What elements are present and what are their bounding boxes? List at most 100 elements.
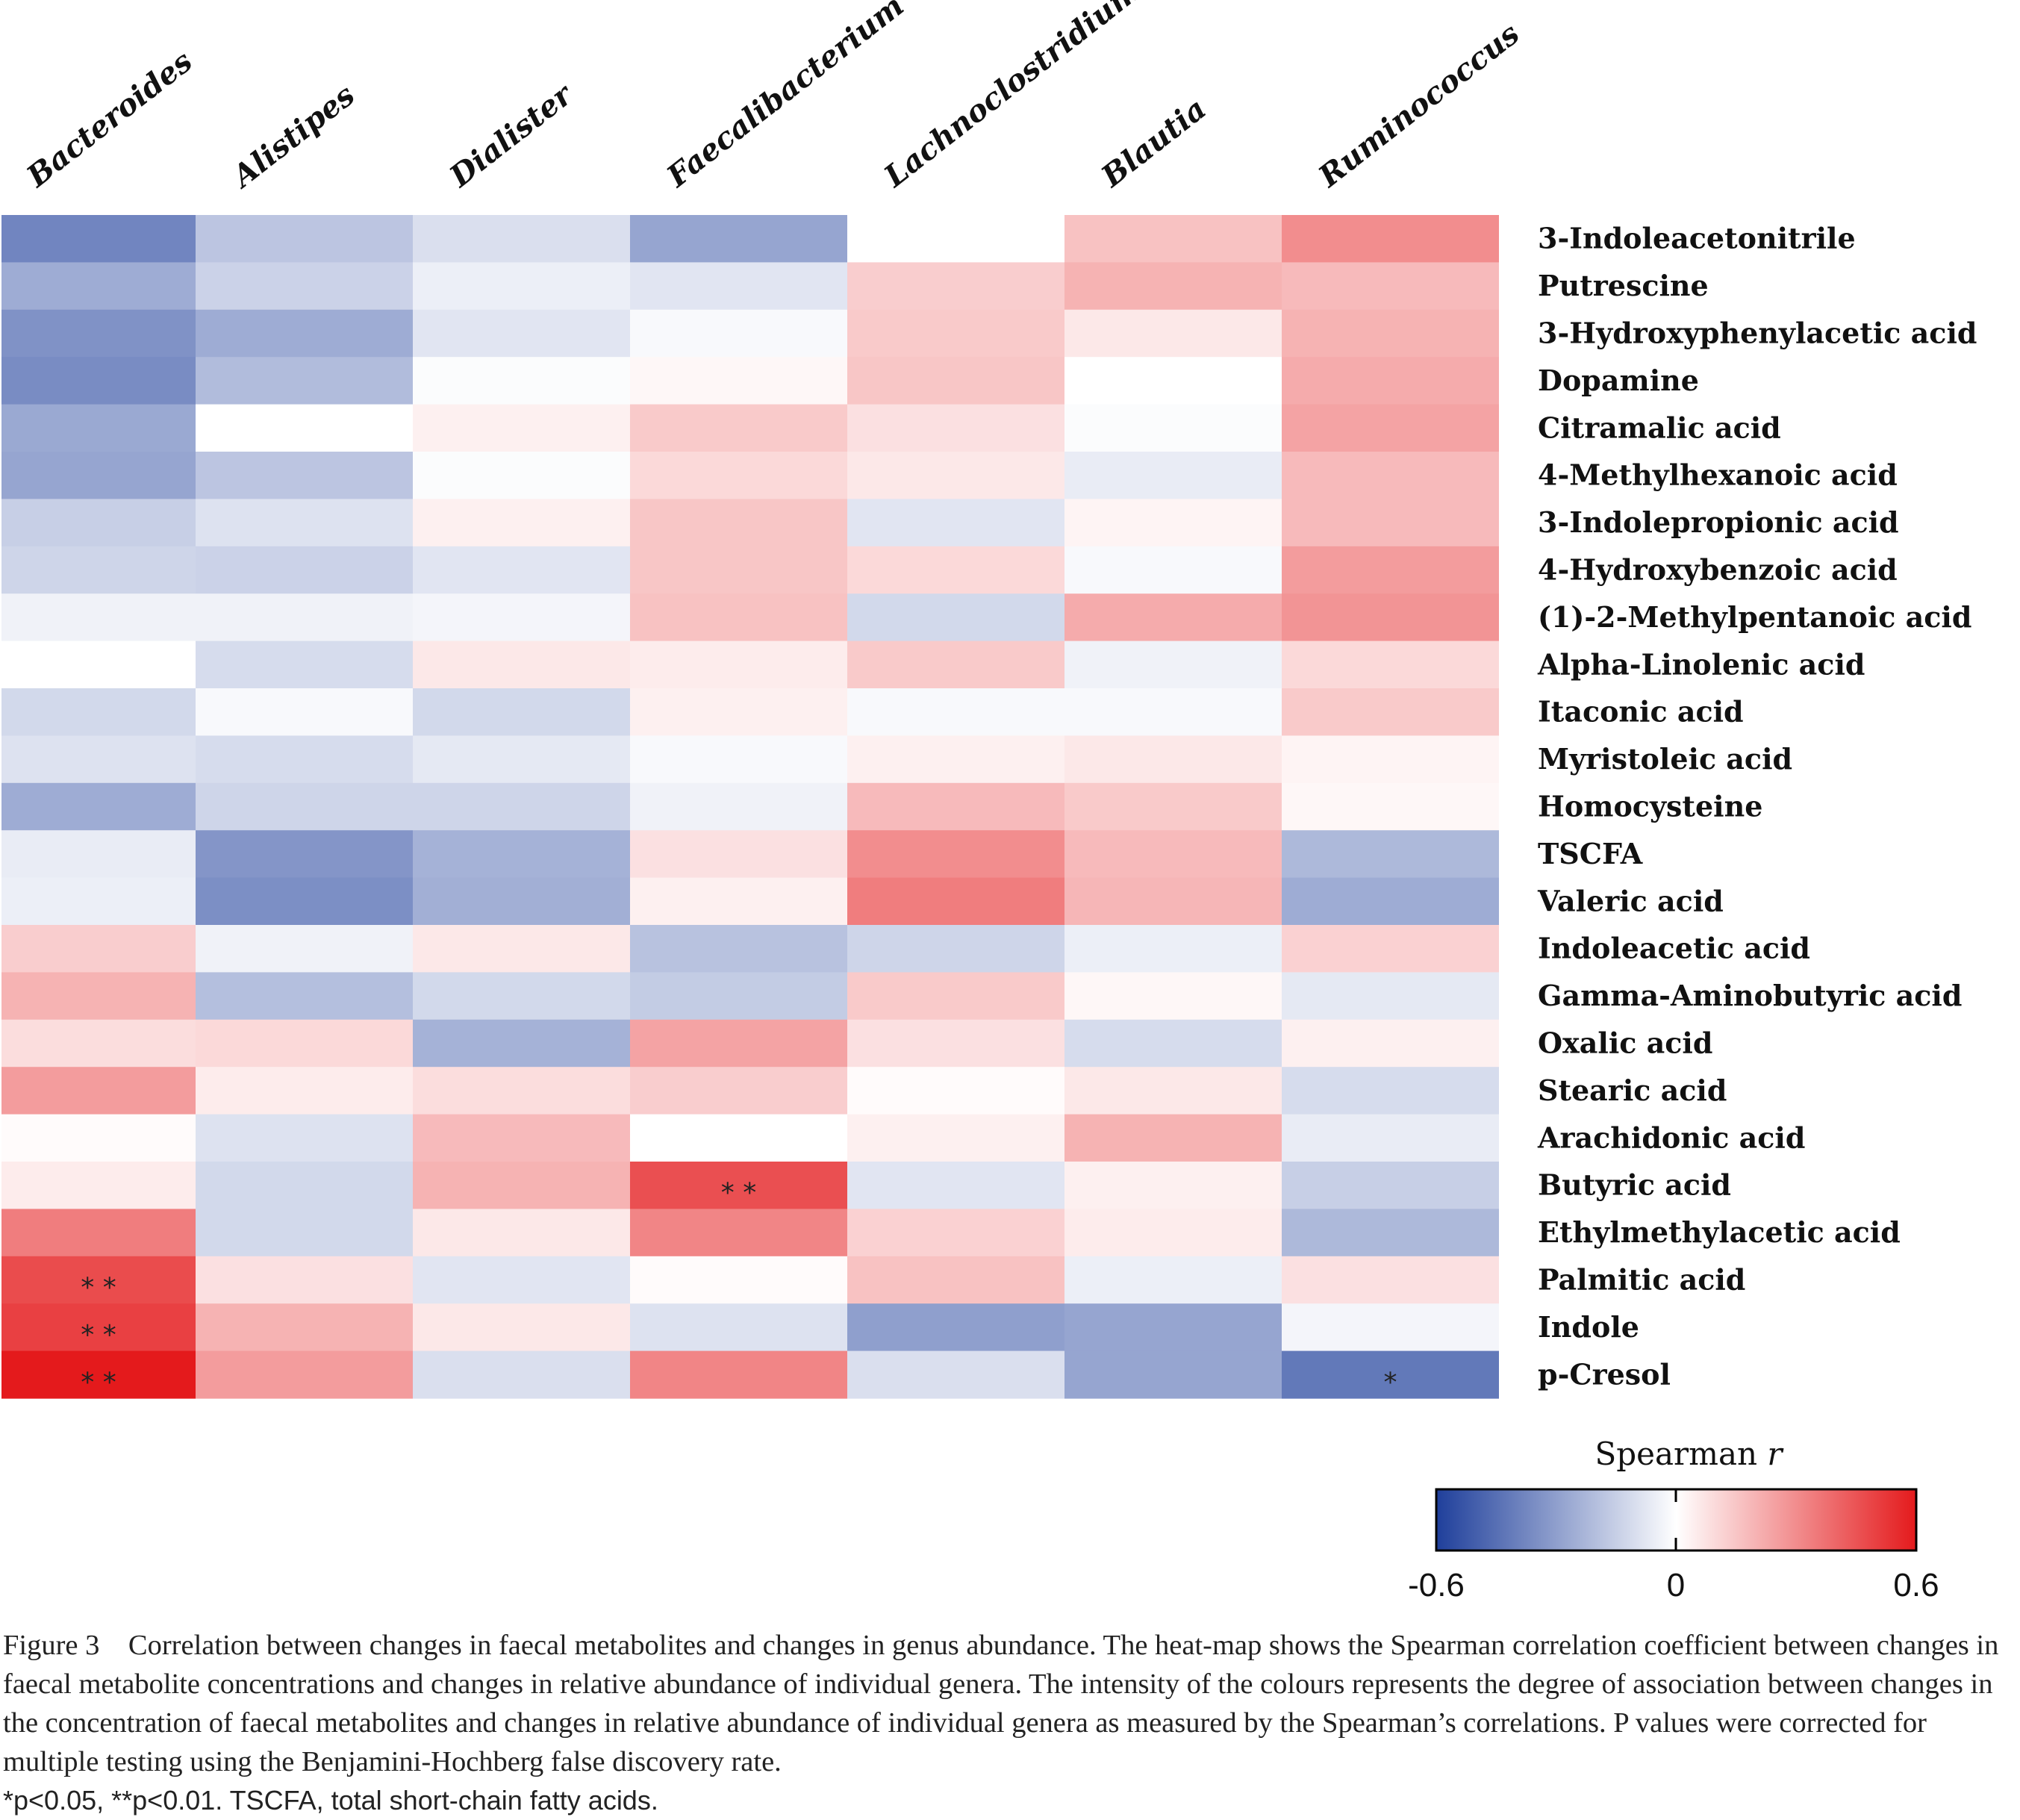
- heatmap-cell-putrescine-lachnoclostridium: [847, 262, 1064, 311]
- row-label-3-hydroxyphenylacetic-acid: 3-Hydroxyphenylacetic acid: [1538, 317, 1977, 350]
- heatmap-cell-oxalic-acid-alistipes: [196, 1019, 413, 1068]
- heatmap-cell-putrescine-bacteroides: [1, 262, 196, 311]
- heatmap-cell-itaconic-acid-dialister: [413, 688, 630, 736]
- heatmap-cell-butyric-acid-dialister: [413, 1162, 630, 1209]
- heatmap-cell-gamma-aminobutyric-acid-faecalibacterium: [630, 972, 847, 1020]
- colorbar-title: Spearman r: [1595, 1436, 1785, 1472]
- heatmap-cell-4-hydroxybenzoic-acid-faecalibacterium: [630, 546, 847, 594]
- heatmap-cell-citramalic-acid-alistipes: [196, 404, 413, 452]
- significance-mark-palmitic-acid-bacteroides: * *: [81, 1273, 116, 1303]
- heatmap-cell-p-cresol-lachnoclostridium: [847, 1350, 1064, 1399]
- heatmap-cell-homocysteine-alistipes: [196, 782, 413, 831]
- row-labels: 3-Indoleacetonitrile Putrescine 3-Hydroxyp…: [1537, 222, 1977, 1392]
- heatmap-cell-valeric-acid-faecalibacterium: [630, 877, 847, 926]
- column-label-alistipes: Alistipes: [224, 78, 362, 196]
- row-label-homocysteine: Homocysteine: [1538, 790, 1762, 823]
- heatmap-cell-gamma-aminobutyric-acid-alistipes: [196, 972, 413, 1020]
- heatmap-cell-3-indolepropionic-acid-faecalibacterium: [630, 499, 847, 547]
- heatmap-cell-myristoleic-acid-ruminococcus: [1282, 735, 1499, 784]
- heatmap-cell-putrescine-ruminococcus: [1282, 262, 1499, 311]
- heatmap-cell-arachidonic-acid-ruminococcus: [1282, 1114, 1499, 1162]
- heatmap-cell-homocysteine-bacteroides: [1, 782, 196, 831]
- heatmap-cell-itaconic-acid-alistipes: [196, 688, 413, 736]
- heatmap-cell-itaconic-acid-blautia: [1064, 688, 1282, 736]
- row-label-alpha-linolenic-acid: Alpha-Linolenic acid: [1537, 647, 1865, 681]
- heatmap-cell-4-methylhexanoic-acid-faecalibacterium: [630, 452, 847, 499]
- heatmap-cell-oxalic-acid-faecalibacterium: [630, 1019, 847, 1068]
- heatmap-cell-3-hydroxyphenylacetic-acid-blautia: [1064, 309, 1282, 358]
- heatmap-cell-tscfa-lachnoclostridium: [847, 830, 1064, 879]
- column-label-dialister: Dialister: [443, 76, 581, 195]
- heatmap-cell-ethylmethylacetic-acid-lachnoclostridium: [847, 1209, 1064, 1257]
- heatmap-cell-indoleacetic-acid-dialister: [413, 925, 630, 973]
- heatmap-cell-4-methylhexanoic-acid-alistipes: [196, 452, 413, 499]
- heatmap-cell-putrescine-alistipes: [196, 262, 413, 311]
- heatmap-cell-homocysteine-blautia: [1064, 782, 1282, 831]
- heatmap-cell-3-hydroxyphenylacetic-acid-lachnoclostridium: [847, 309, 1064, 358]
- heatmap-cell-tscfa-ruminococcus: [1282, 830, 1499, 879]
- heatmap-cell-itaconic-acid-ruminococcus: [1282, 688, 1499, 736]
- heatmap-cell-palmitic-acid-faecalibacterium: [630, 1256, 847, 1304]
- heatmap-cell-stearic-acid-alistipes: [196, 1067, 413, 1115]
- row-label-indoleacetic-acid: Indoleacetic acid: [1538, 932, 1810, 965]
- heatmap-cell-myristoleic-acid-dialister: [413, 735, 630, 784]
- heatmap-cell-itaconic-acid-faecalibacterium: [630, 688, 847, 736]
- heatmap-cell-myristoleic-acid-faecalibacterium: [630, 735, 847, 784]
- row-label-arachidonic-acid: Arachidonic acid: [1537, 1121, 1805, 1154]
- heatmap-cell-3-indoleacetonitrile-faecalibacterium: [630, 215, 847, 263]
- significance-mark-butyric-acid-faecalibacterium: * *: [721, 1178, 756, 1209]
- heatmap-cell-alpha-linolenic-acid-dialister: [413, 641, 630, 689]
- figure-caption: Figure 3 Correlation between changes in …: [3, 1626, 2016, 1820]
- heatmap-cell-butyric-acid-bacteroides: [1, 1162, 196, 1209]
- heatmap-cell-itaconic-acid-lachnoclostridium: [847, 688, 1064, 736]
- heatmap-cell-butyric-acid-ruminococcus: [1282, 1162, 1499, 1209]
- heatmap-cell-palmitic-acid-blautia: [1064, 1256, 1282, 1304]
- heatmap-cell-citramalic-acid-blautia: [1064, 404, 1282, 452]
- heatmap-cell-tscfa-blautia: [1064, 830, 1282, 879]
- heatmap-cell-alpha-linolenic-acid-alistipes: [196, 641, 413, 689]
- heatmap-cell-arachidonic-acid-faecalibacterium: [630, 1114, 847, 1162]
- heatmap-cell-dopamine-dialister: [413, 357, 630, 405]
- heatmap-cell-oxalic-acid-ruminococcus: [1282, 1019, 1499, 1068]
- heatmap-cell-stearic-acid-dialister: [413, 1067, 630, 1115]
- heatmap-cell-1-2-methylpentanoic-acid-blautia: [1064, 593, 1282, 642]
- row-label-p-cresol: p-Cresol: [1538, 1357, 1671, 1391]
- heatmap-cell-arachidonic-acid-alistipes: [196, 1114, 413, 1162]
- heatmap-cell-indoleacetic-acid-bacteroides: [1, 925, 196, 973]
- heatmap-cell-indole-alistipes: [196, 1303, 413, 1352]
- heatmap-cell-3-indoleacetonitrile-alistipes: [196, 215, 413, 263]
- row-label-valeric-acid: Valeric acid: [1537, 884, 1724, 917]
- heatmap-cell-dopamine-bacteroides: [1, 357, 196, 405]
- row-label-oxalic-acid: Oxalic acid: [1538, 1026, 1712, 1060]
- heatmap-cell-3-indolepropionic-acid-ruminococcus: [1282, 499, 1499, 547]
- heatmap-cell-gamma-aminobutyric-acid-ruminococcus: [1282, 972, 1499, 1020]
- heatmap-cell-stearic-acid-faecalibacterium: [630, 1067, 847, 1115]
- heatmap-cell-palmitic-acid-ruminococcus: [1282, 1256, 1499, 1304]
- heatmap-cell-indole-ruminococcus: [1282, 1303, 1499, 1352]
- heatmap-cell-putrescine-blautia: [1064, 262, 1282, 311]
- heatmap-cell-citramalic-acid-dialister: [413, 404, 630, 452]
- heatmap-cell-itaconic-acid-bacteroides: [1, 688, 196, 736]
- heatmap-cell-stearic-acid-ruminococcus: [1282, 1067, 1499, 1115]
- caption-text: Correlation between changes in faecal me…: [3, 1630, 1999, 1777]
- heatmap-cell-myristoleic-acid-bacteroides: [1, 735, 196, 784]
- heatmap-cell-3-indoleacetonitrile-lachnoclostridium: [847, 215, 1064, 263]
- column-labels: Bacteroides Alistipes Dialister Faecalibact…: [19, 0, 1526, 196]
- heatmap-cell-ethylmethylacetic-acid-dialister: [413, 1209, 630, 1257]
- column-label-bacteroides: Bacteroides: [19, 44, 199, 195]
- heatmap-cell-myristoleic-acid-lachnoclostridium: [847, 735, 1064, 784]
- heatmap-cell-arachidonic-acid-bacteroides: [1, 1114, 196, 1162]
- heatmap-cell-alpha-linolenic-acid-bacteroides: [1, 641, 196, 689]
- heatmap-cell-indoleacetic-acid-ruminococcus: [1282, 925, 1499, 973]
- heatmap-cell-indoleacetic-acid-faecalibacterium: [630, 925, 847, 973]
- row-label-4-hydroxybenzoic-acid: 4-Hydroxybenzoic acid: [1538, 553, 1898, 587]
- heatmap-cell-1-2-methylpentanoic-acid-faecalibacterium: [630, 593, 847, 642]
- heatmap-cell-1-2-methylpentanoic-acid-alistipes: [196, 593, 413, 642]
- heatmap-cell-butyric-acid-alistipes: [196, 1162, 413, 1209]
- heatmap-cell-gamma-aminobutyric-acid-bacteroides: [1, 972, 196, 1020]
- heatmap-cell-butyric-acid-faecalibacterium: [630, 1162, 847, 1209]
- heatmap-cell-citramalic-acid-lachnoclostridium: [847, 404, 1064, 452]
- caption-body: Figure 3 Correlation between changes in …: [3, 1626, 2016, 1781]
- heatmap-cell-3-hydroxyphenylacetic-acid-alistipes: [196, 309, 413, 358]
- heatmap-cell-homocysteine-ruminococcus: [1282, 782, 1499, 831]
